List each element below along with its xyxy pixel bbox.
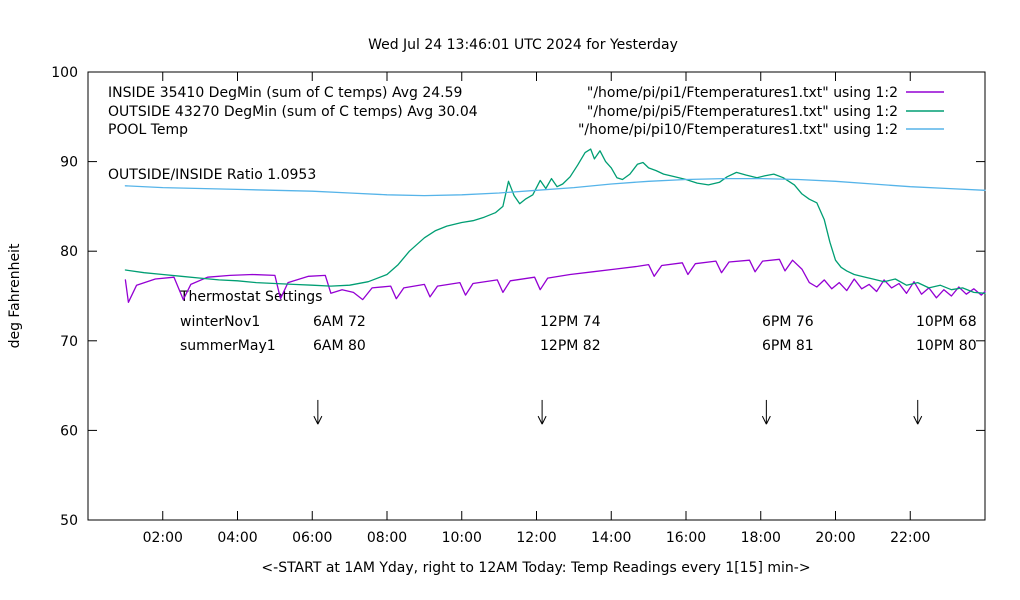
thermostat-setting: 6AM 80 bbox=[313, 338, 366, 354]
x-tick-label: 22:00 bbox=[890, 530, 930, 546]
legend-file-outside: "/home/pi/pi5/Ftemperatures1.txt" using … bbox=[587, 104, 898, 120]
x-tick-label: 20:00 bbox=[815, 530, 855, 546]
x-tick-label: 12:00 bbox=[516, 530, 556, 546]
thermostat-arrow-head bbox=[317, 415, 323, 425]
x-tick-label: 06:00 bbox=[292, 530, 332, 546]
x-tick-label: 02:00 bbox=[143, 530, 183, 546]
x-tick-label: 16:00 bbox=[666, 530, 706, 546]
y-tick-label: 90 bbox=[60, 155, 78, 171]
x-axis-label: <-START at 1AM Yday, right to 12AM Today… bbox=[261, 560, 810, 576]
thermostat-setting: 10PM 68 bbox=[916, 314, 977, 330]
legend-file-pool: "/home/pi/pi10/Ftemperatures1.txt" using… bbox=[578, 122, 898, 138]
legend-file-inside: "/home/pi/pi1/Ftemperatures1.txt" using … bbox=[587, 85, 898, 101]
x-tick-label: 04:00 bbox=[217, 530, 257, 546]
x-tick-label: 10:00 bbox=[442, 530, 482, 546]
thermostat-arrow-head bbox=[765, 415, 771, 425]
y-tick-label: 70 bbox=[60, 334, 78, 350]
thermostat-setting: 6PM 81 bbox=[762, 338, 814, 354]
x-tick-label: 14:00 bbox=[591, 530, 631, 546]
thermostat-setting: 6AM 72 bbox=[313, 314, 366, 330]
y-axis-label: deg Fahrenheit bbox=[7, 243, 23, 348]
thermostat-row-winter-name: winterNov1 bbox=[180, 314, 260, 330]
thermostat-arrow-head bbox=[541, 415, 547, 425]
thermostat-arrow-head bbox=[761, 415, 767, 425]
thermostat-arrow-head bbox=[917, 415, 923, 425]
series-line-inside bbox=[124, 258, 986, 303]
ratio-note: OUTSIDE/INSIDE Ratio 1.0953 bbox=[108, 167, 316, 183]
thermostat-arrow-head bbox=[313, 415, 319, 425]
x-tick-label: 08:00 bbox=[367, 530, 407, 546]
series-line-pool bbox=[124, 177, 986, 197]
y-tick-label: 60 bbox=[60, 423, 78, 439]
thermostat-setting: 12PM 82 bbox=[540, 338, 601, 354]
thermostat-row-summer-name: summerMay1 bbox=[180, 338, 276, 354]
thermostat-setting: 6PM 76 bbox=[762, 314, 814, 330]
series-line-outside bbox=[124, 148, 986, 294]
chart-title: Wed Jul 24 13:46:01 UTC 2024 for Yesterd… bbox=[368, 37, 678, 53]
legend-label-pool: POOL Temp bbox=[108, 122, 188, 138]
thermostat-setting: 10PM 80 bbox=[916, 338, 977, 354]
x-tick-label: 18:00 bbox=[741, 530, 781, 546]
y-tick-label: 80 bbox=[60, 244, 78, 260]
thermostat-arrow-head bbox=[913, 415, 919, 425]
y-tick-label: 50 bbox=[60, 513, 78, 529]
thermostat-arrow-head bbox=[537, 415, 543, 425]
thermostat-setting: 12PM 74 bbox=[540, 314, 601, 330]
legend-label-outside: OUTSIDE 43270 DegMin (sum of C temps) Av… bbox=[108, 104, 478, 120]
y-tick-label: 100 bbox=[51, 65, 78, 81]
thermostat-heading: Thermostat Settings bbox=[179, 289, 322, 305]
legend-label-inside: INSIDE 35410 DegMin (sum of C temps) Avg… bbox=[108, 85, 462, 101]
